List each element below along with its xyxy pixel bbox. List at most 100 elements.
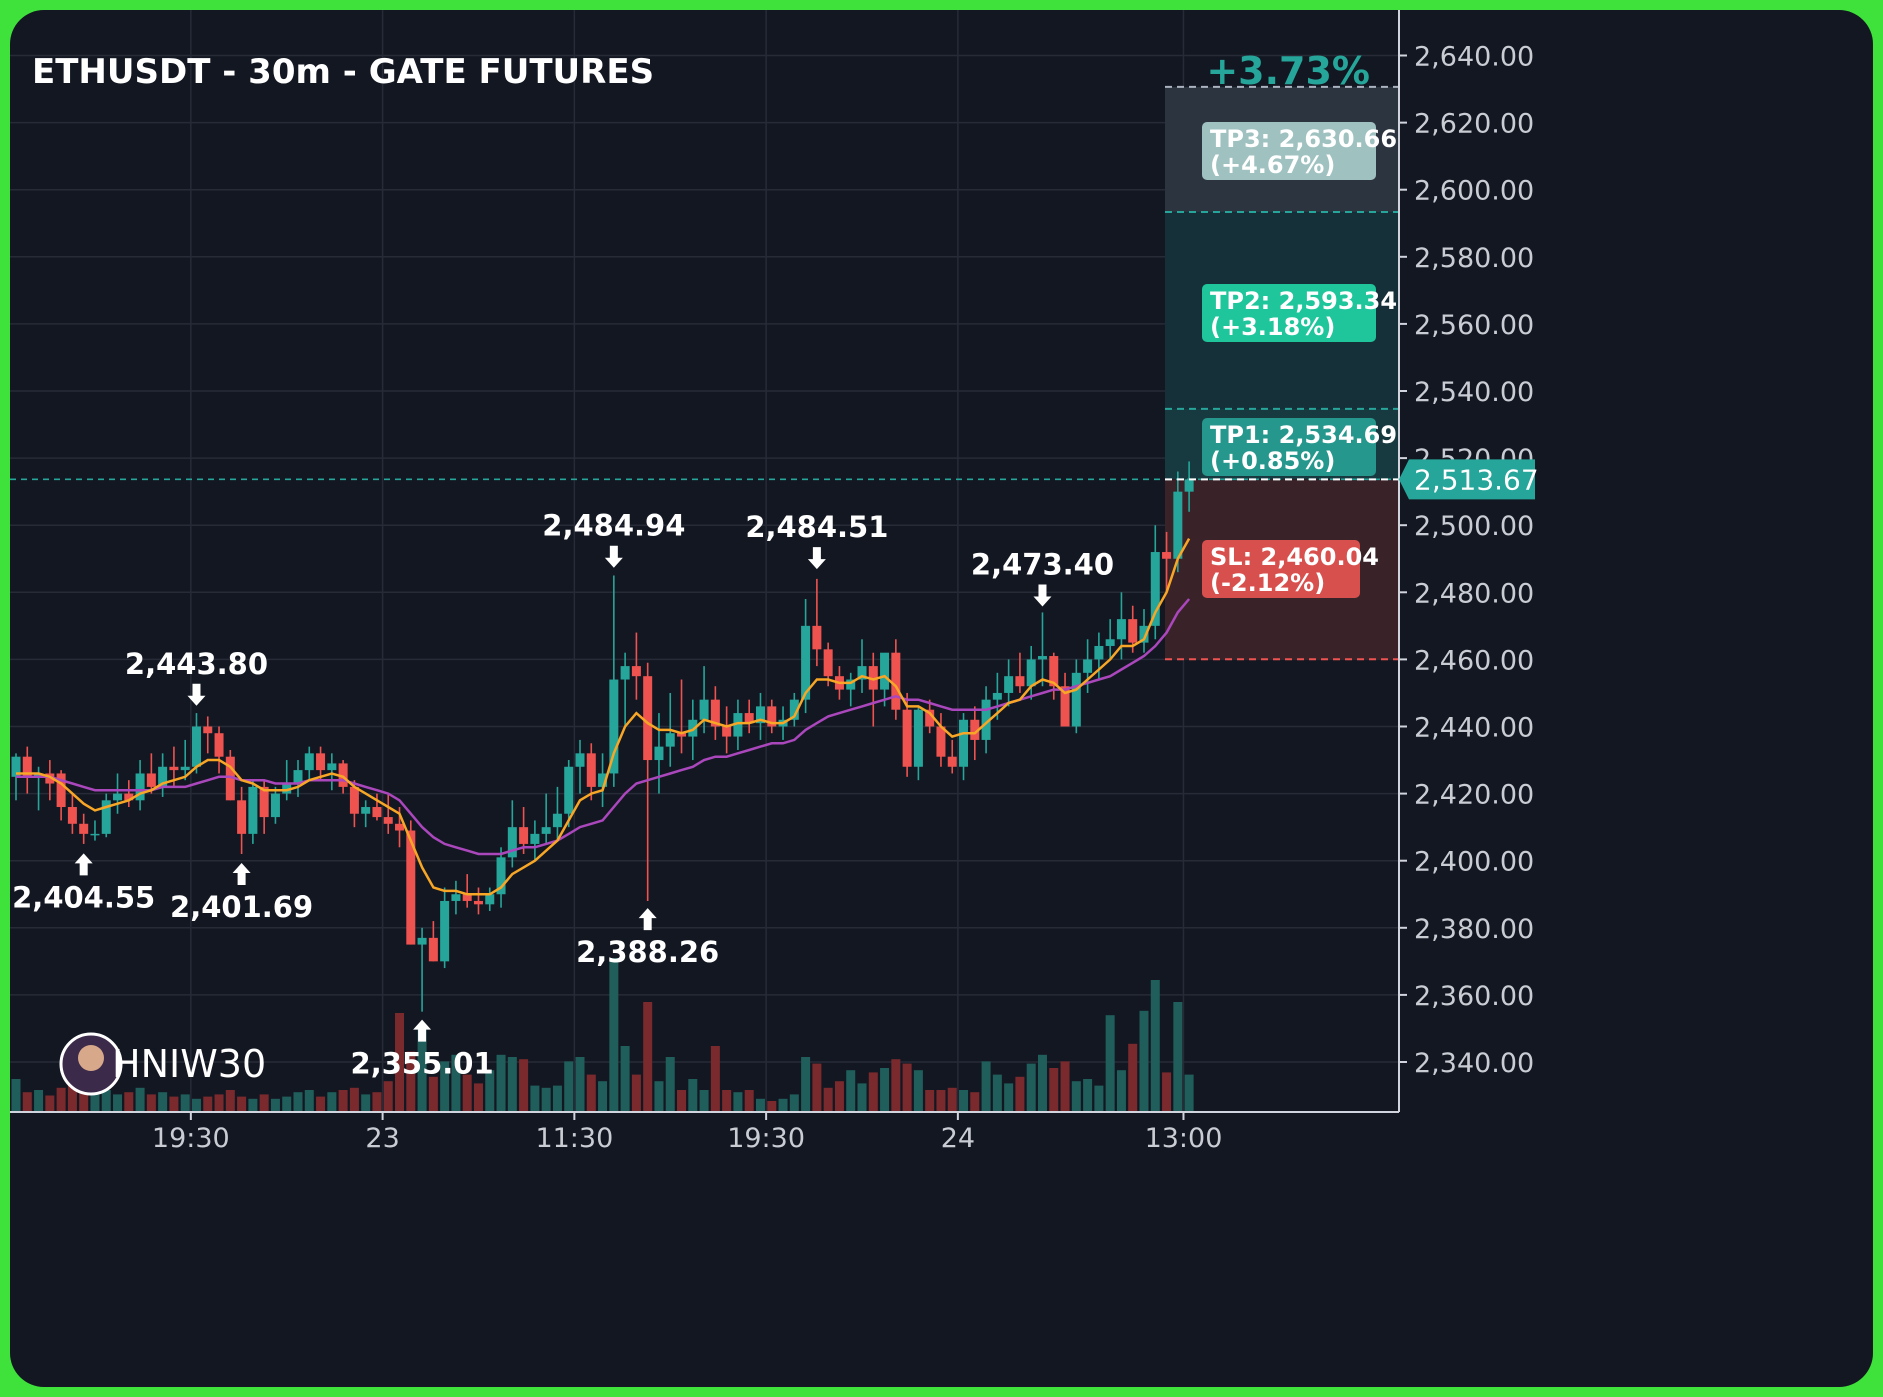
y-tick-label: 2,560.00	[1414, 310, 1534, 341]
candle-body	[395, 824, 404, 831]
volume-bar	[508, 1057, 517, 1112]
chart-title: ETHUSDT - 30m - GATE FUTURES	[32, 52, 654, 92]
watermark-name: HNIW30	[112, 1042, 266, 1086]
volume-bar	[948, 1088, 957, 1112]
volume-bar	[869, 1072, 878, 1112]
level-pct-tp1: (+0.85%)	[1210, 447, 1335, 475]
volume-bar	[1015, 1077, 1024, 1112]
candle-body	[654, 747, 663, 760]
x-tick-label: 13:00	[1145, 1123, 1223, 1154]
volume-bar	[812, 1064, 821, 1112]
volume-bar	[384, 1081, 393, 1112]
volume-bar	[1128, 1044, 1137, 1112]
volume-bar	[203, 1097, 212, 1112]
volume-bar	[925, 1090, 934, 1112]
volume-bar	[587, 1075, 596, 1112]
volume-bar	[700, 1090, 709, 1112]
level-pct-tp3: (+4.67%)	[1210, 151, 1335, 179]
level-label-sl: SL: 2,460.04	[1210, 543, 1379, 571]
y-tick-label: 2,480.00	[1414, 578, 1534, 609]
y-tick-label: 2,340.00	[1414, 1048, 1534, 1079]
volume-bar	[733, 1092, 742, 1112]
arrow-down-icon	[808, 547, 826, 569]
volume-bar	[891, 1059, 900, 1112]
volume-bar	[339, 1090, 348, 1112]
volume-bar	[1038, 1055, 1047, 1112]
volume-bar	[914, 1070, 923, 1112]
y-tick-label: 2,640.00	[1414, 42, 1534, 73]
price-label-low: 2,404.55	[12, 880, 155, 914]
candle-body	[440, 901, 449, 961]
level-label-tp2: TP2: 2,593.34	[1210, 287, 1397, 315]
candle-body	[993, 693, 1002, 700]
candle-body	[564, 767, 573, 814]
candle-body	[485, 894, 494, 904]
volume-bar	[846, 1070, 855, 1112]
candle-body	[1128, 619, 1137, 642]
volume-bar	[474, 1083, 483, 1112]
volume-bar	[576, 1057, 585, 1112]
price-label-high: 2,473.40	[971, 547, 1114, 581]
candle-body	[429, 938, 438, 961]
volume-bar	[372, 1092, 381, 1112]
price-label-low: 2,401.69	[170, 890, 313, 924]
candle-body	[248, 787, 257, 834]
candle-body	[181, 767, 190, 770]
volume-bar	[305, 1090, 314, 1112]
volume-bar	[169, 1097, 178, 1112]
volume-bar	[34, 1090, 43, 1112]
avatar-face-icon	[78, 1045, 104, 1071]
volume-bar	[1173, 1002, 1182, 1112]
candle-body	[203, 727, 212, 734]
candle-body	[79, 824, 88, 834]
volume-bar	[1049, 1068, 1058, 1112]
candle-body	[1072, 673, 1081, 727]
candle-body	[68, 807, 77, 824]
candle-body	[936, 727, 945, 757]
volume-bar	[542, 1088, 551, 1112]
price-label-low: 2,388.26	[576, 935, 719, 969]
candle-body	[891, 653, 900, 710]
volume-bar	[113, 1094, 122, 1112]
volume-bar	[970, 1092, 979, 1112]
volume-bar	[993, 1075, 1002, 1112]
volume-bar	[880, 1068, 889, 1112]
x-tick-label: 19:30	[152, 1123, 230, 1154]
candlestick-chart[interactable]: TP3: 2,630.66(+4.67%) TP2: 2,593.34(+3.18…	[10, 10, 1873, 1387]
candle-body	[361, 807, 370, 814]
volume-bar	[1004, 1083, 1013, 1112]
volume-bar	[711, 1046, 720, 1112]
candle-body	[903, 710, 912, 767]
candle-body	[327, 763, 336, 770]
level-label-tp3: TP3: 2,630.66	[1210, 125, 1397, 153]
candle-body	[587, 753, 596, 787]
volume-bar	[779, 1099, 788, 1112]
candle-body	[530, 834, 539, 844]
y-tick-label: 2,620.00	[1414, 109, 1534, 140]
y-tick-label: 2,380.00	[1414, 914, 1534, 945]
volume-bar	[136, 1088, 145, 1112]
volume-bar	[237, 1097, 246, 1112]
volume-bar	[350, 1088, 359, 1112]
volume-bar	[609, 958, 618, 1112]
candle-body	[384, 817, 393, 824]
y-tick-label: 2,440.00	[1414, 713, 1534, 744]
candle-body	[643, 676, 652, 760]
arrow-up-icon	[233, 863, 251, 885]
candle-body	[90, 834, 99, 836]
volume-bar	[45, 1096, 54, 1113]
volume-bar	[654, 1081, 663, 1112]
volume-bar	[564, 1061, 573, 1112]
candle-body	[621, 666, 630, 679]
candle-body	[1162, 552, 1171, 559]
candle-body	[113, 794, 122, 801]
volume-bar	[23, 1092, 32, 1112]
volume-bar	[1117, 1070, 1126, 1112]
candle-body	[1106, 639, 1115, 646]
x-tick-label: 23	[365, 1123, 399, 1154]
volume-bar	[824, 1088, 833, 1112]
volume-bar	[260, 1094, 269, 1112]
volume-bar	[598, 1081, 607, 1112]
candle-body	[914, 710, 923, 767]
x-tick-label: 24	[941, 1123, 975, 1154]
